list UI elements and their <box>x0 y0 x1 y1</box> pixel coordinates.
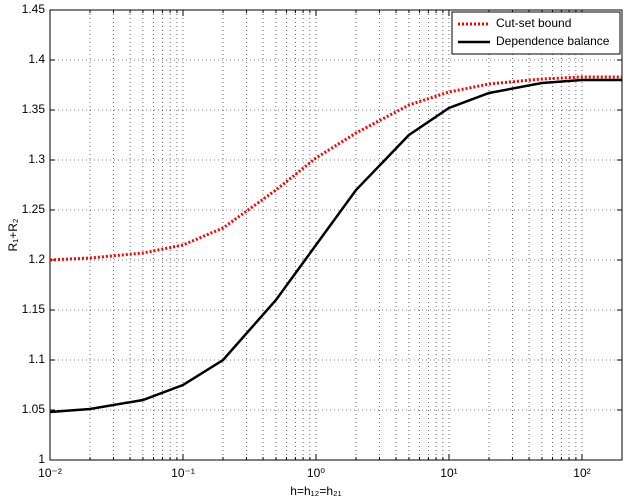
legend-label: Cut-set bound <box>496 16 571 30</box>
x-axis-label: h=h₁₂=h₂₁ <box>290 484 341 498</box>
y-tick-label: 1.1 <box>28 352 45 366</box>
x-tick-label: 10⁰ <box>307 466 325 480</box>
y-tick-label: 1.45 <box>22 2 46 16</box>
legend-box <box>451 11 621 55</box>
y-tick-label: 1.15 <box>22 302 46 316</box>
y-axis-label: R₁+R₂ <box>6 218 20 251</box>
x-tick-label: 10⁻¹ <box>171 466 195 480</box>
y-tick-label: 1 <box>38 452 45 466</box>
y-tick-label: 1.4 <box>28 52 45 66</box>
x-tick-label: 10¹ <box>440 466 457 480</box>
y-tick-label: 1.2 <box>28 252 45 266</box>
series-line <box>49 75 622 262</box>
y-tick-label: 1.25 <box>22 202 46 216</box>
y-tick-label: 1.05 <box>22 402 46 416</box>
plot-frame <box>49 9 623 461</box>
y-tick-label: 1.3 <box>28 152 45 166</box>
legend-label: Dependence balance <box>496 34 610 48</box>
x-tick-label: 10⁻² <box>38 466 62 480</box>
series-line <box>49 78 622 414</box>
x-tick-label: 10² <box>573 466 590 480</box>
y-tick-label: 1.35 <box>22 102 46 116</box>
